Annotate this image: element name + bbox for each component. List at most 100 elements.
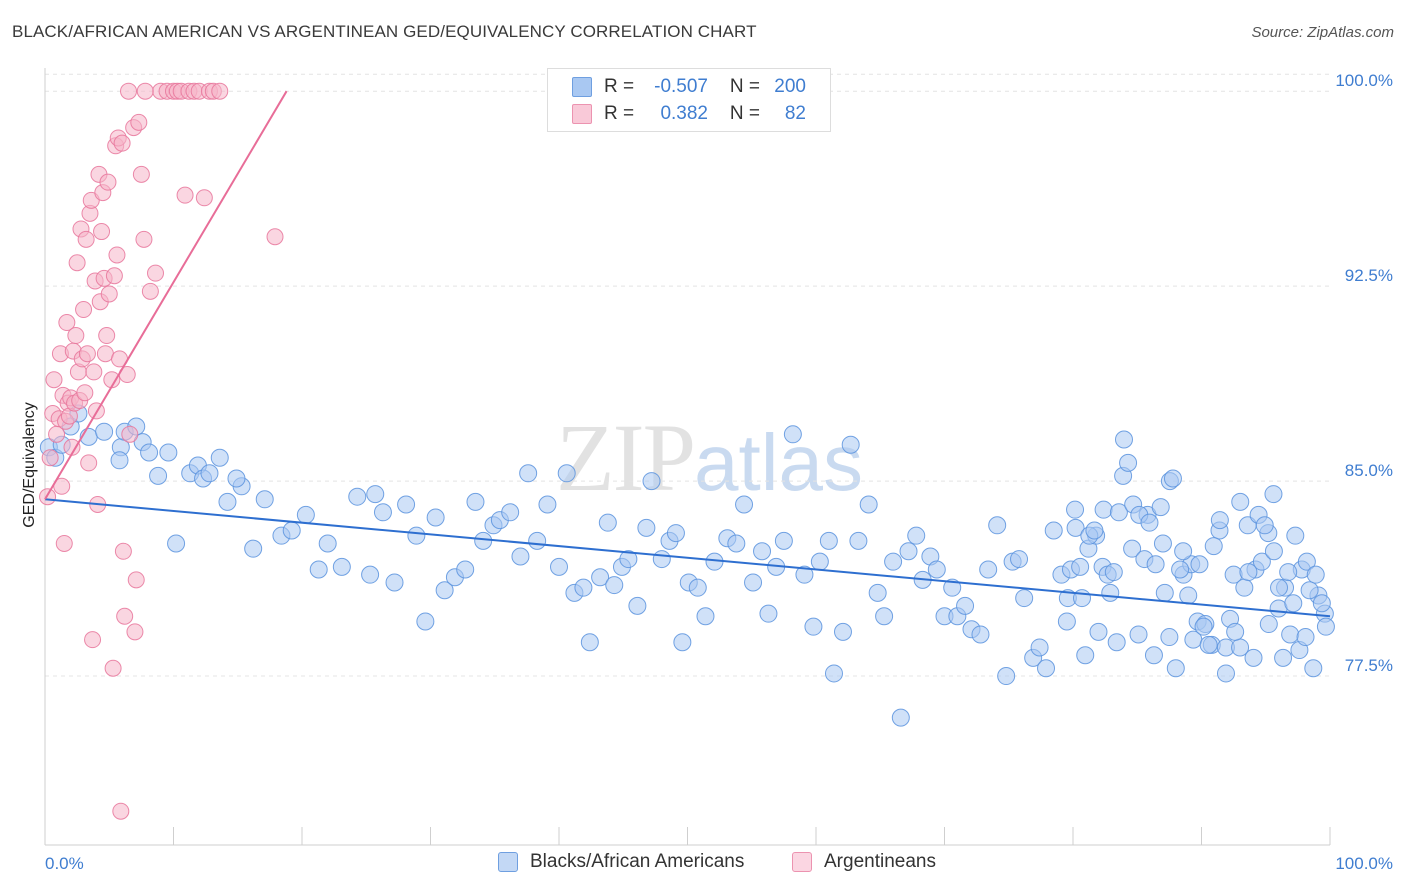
- point-argentineans: [127, 571, 145, 589]
- point-argentineans: [85, 363, 103, 381]
- point-argentineans: [77, 230, 95, 248]
- point-argentineans: [112, 802, 130, 820]
- point-blacks: [1235, 578, 1254, 597]
- legend-swatch-blue: [498, 852, 518, 872]
- point-blacks: [1296, 628, 1315, 647]
- point-blacks: [696, 607, 715, 626]
- point-blacks: [1300, 581, 1319, 600]
- legend-r-label: R =: [604, 103, 635, 124]
- point-blacks: [628, 596, 647, 615]
- legend-n-label: N =: [729, 76, 760, 97]
- point-blacks: [1044, 521, 1063, 540]
- point-argentineans: [130, 113, 148, 131]
- point-blacks: [1252, 552, 1271, 571]
- point-argentineans: [105, 267, 123, 285]
- point-blacks: [1255, 516, 1274, 535]
- point-blacks: [167, 534, 186, 553]
- point-blacks: [591, 568, 610, 587]
- point-blacks: [1160, 628, 1179, 647]
- point-blacks: [997, 667, 1016, 686]
- point-blacks: [637, 518, 656, 537]
- point-blacks: [598, 513, 617, 532]
- point-blacks: [1210, 511, 1229, 530]
- point-blacks: [1216, 664, 1235, 683]
- legend-swatch-pink: [792, 852, 812, 872]
- point-blacks: [435, 581, 454, 600]
- point-argentineans: [116, 607, 134, 625]
- point-argentineans: [93, 223, 111, 241]
- point-blacks: [373, 503, 392, 522]
- point-blacks: [1114, 430, 1133, 449]
- point-argentineans: [84, 631, 102, 649]
- point-blacks: [744, 573, 763, 592]
- point-blacks: [466, 492, 485, 511]
- point-blacks: [943, 578, 962, 597]
- watermark: ZIPatlas: [556, 402, 863, 513]
- legend-r-label: R =: [604, 76, 635, 97]
- point-blacks: [1129, 625, 1148, 644]
- point-argentineans: [78, 345, 96, 363]
- point-blacks: [735, 495, 754, 514]
- point-blacks: [1179, 586, 1198, 605]
- point-blacks: [783, 425, 802, 444]
- point-argentineans: [99, 173, 117, 191]
- point-blacks: [875, 607, 894, 626]
- point-blacks: [1140, 513, 1159, 532]
- point-blacks: [159, 443, 178, 462]
- point-blacks: [361, 565, 380, 584]
- point-blacks: [1199, 635, 1218, 654]
- point-blacks: [1297, 552, 1316, 571]
- point-blacks: [200, 464, 219, 483]
- point-argentineans: [96, 345, 114, 363]
- point-blacks: [218, 492, 237, 511]
- point-argentineans: [55, 534, 73, 552]
- legend-item-argentineans[interactable]: Argentineans: [792, 851, 936, 873]
- y-tick-label: 92.5%: [1345, 266, 1393, 285]
- point-blacks: [1123, 539, 1142, 558]
- legend-n-value: 200: [774, 76, 806, 97]
- point-argentineans: [80, 454, 98, 472]
- point-blacks: [899, 542, 918, 561]
- point-blacks: [1274, 648, 1293, 667]
- point-blacks: [140, 443, 159, 462]
- stats-legend: R = -0.507 N = 200 R = 0.382 N = 82: [547, 68, 831, 132]
- trend-line-argentineans: [44, 90, 288, 500]
- legend-label-argentineans: Argentineans: [824, 851, 936, 872]
- point-blacks: [538, 495, 557, 514]
- point-blacks: [688, 578, 707, 597]
- point-blacks: [988, 516, 1007, 535]
- point-blacks: [1163, 469, 1182, 488]
- point-blacks: [979, 560, 998, 579]
- point-argentineans: [141, 282, 159, 300]
- point-argentineans: [76, 384, 94, 402]
- point-blacks: [1146, 555, 1165, 574]
- watermark-atlas: atlas: [694, 418, 863, 507]
- point-blacks: [956, 596, 975, 615]
- point-blacks: [833, 622, 852, 641]
- point-argentineans: [41, 449, 59, 467]
- point-blacks: [971, 625, 990, 644]
- point-blacks: [1066, 518, 1085, 537]
- point-blacks: [1316, 617, 1335, 636]
- legend-swatch-pink: [572, 104, 592, 124]
- point-blacks: [95, 422, 114, 441]
- legend-item-blacks[interactable]: Blacks/African Americans: [498, 851, 744, 873]
- point-blacks: [574, 578, 593, 597]
- point-blacks: [1306, 565, 1325, 584]
- x-min-label: 0.0%: [45, 854, 84, 873]
- point-blacks: [666, 524, 685, 543]
- point-blacks: [1101, 583, 1120, 602]
- point-blacks: [1270, 578, 1289, 597]
- series-blacks-points: [39, 404, 1335, 727]
- point-argentineans: [58, 314, 76, 332]
- point-blacks: [1174, 542, 1193, 561]
- point-blacks: [1030, 638, 1049, 657]
- point-argentineans: [211, 82, 229, 100]
- point-argentineans: [132, 165, 150, 183]
- point-blacks: [1151, 498, 1170, 517]
- point-blacks: [1109, 503, 1128, 522]
- point-blacks: [1094, 500, 1113, 519]
- series-legend: Blacks/African Americans Argentineans: [0, 851, 1406, 879]
- point-blacks: [759, 604, 778, 623]
- point-blacks: [907, 526, 926, 545]
